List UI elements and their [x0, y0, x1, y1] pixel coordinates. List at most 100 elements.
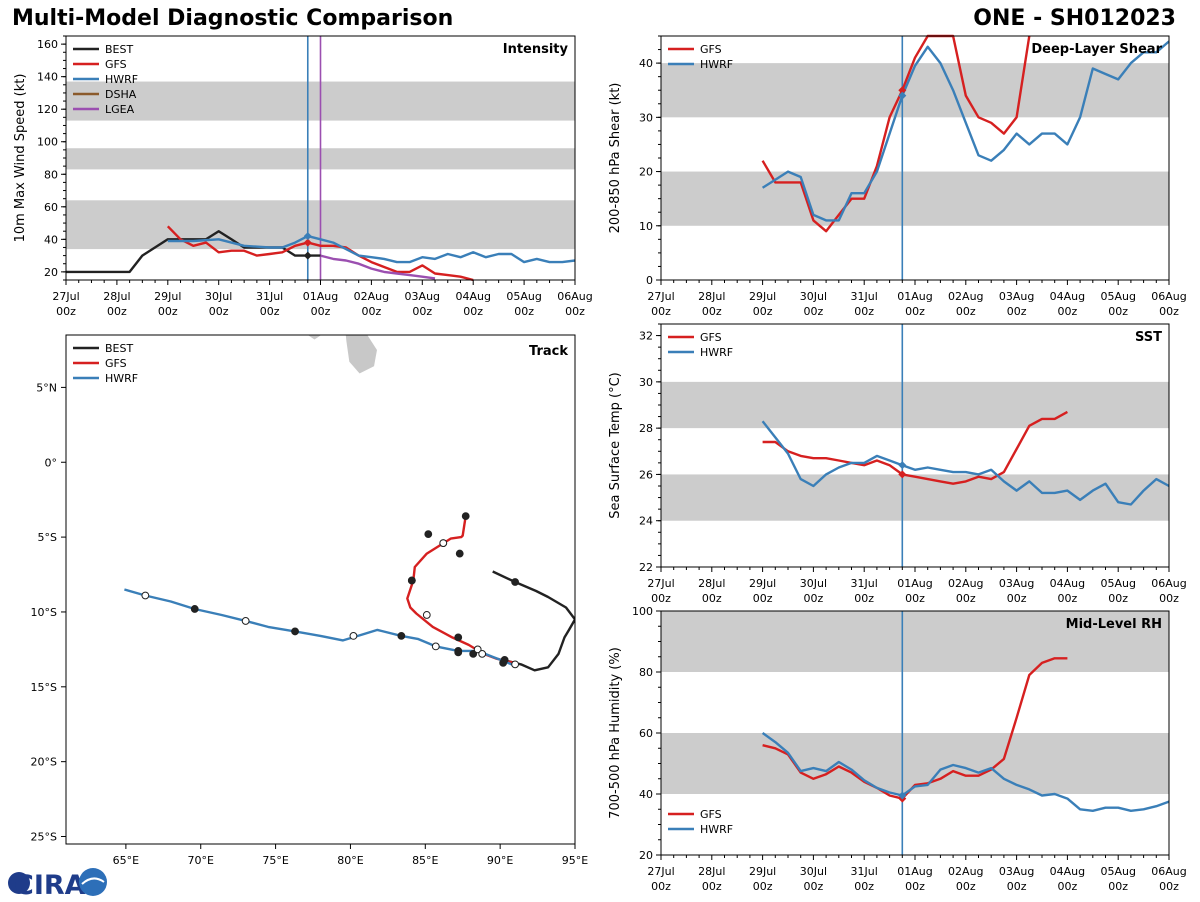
x-tick-label-date: 27Jul [647, 865, 674, 878]
init-marker [898, 86, 907, 95]
x-tick-label: 70°E [188, 854, 214, 867]
x-tick-label-hour: 00z [753, 592, 773, 605]
plot-frame [65, 334, 576, 845]
x-tick-label-date: 03Aug [999, 290, 1034, 303]
x-tick-label-hour: 00z [1108, 305, 1128, 318]
y-tick-label: 0 [646, 274, 653, 287]
land-sri-lanka [345, 335, 378, 375]
x-tick-label-hour: 00z [905, 592, 925, 605]
x-tick-label-hour: 00z [1007, 880, 1027, 893]
x-tick-label-hour: 00z [1108, 880, 1128, 893]
x-tick-label-hour: 00z [956, 305, 976, 318]
x-tick-label-date: 04Aug [1050, 577, 1085, 590]
legend-label: GFS [105, 58, 127, 71]
x-tick-label-hour: 00z [1108, 592, 1128, 605]
x-tick-label-hour: 00z [651, 880, 671, 893]
y-tick-label: 28 [639, 422, 653, 435]
x-tick-label-hour: 00z [362, 305, 382, 318]
track-point [291, 627, 299, 636]
x-tick-label-hour: 00z [1058, 880, 1078, 893]
satellite-icon [79, 868, 107, 896]
x-tick-label-date: 01Aug [897, 865, 932, 878]
x-tick-label-date: 04Aug [455, 290, 490, 303]
x-tick-label-hour: 00z [107, 305, 127, 318]
init-marker [303, 251, 312, 260]
x-tick-label: 85°E [412, 854, 438, 867]
x-tick-label: 75°E [262, 854, 288, 867]
track-point [454, 633, 463, 642]
cira-logo: CIRA [4, 866, 108, 902]
legend-label: GFS [700, 43, 722, 56]
figure-title: Multi-Model Diagnostic Comparison [12, 6, 454, 31]
x-tick-label-hour: 00z [651, 305, 671, 318]
y-tick-label: 60 [639, 727, 653, 740]
y-axis-label: 10m Max Wind Speed (kt) [13, 74, 28, 243]
y-axis-label: 200-850 hPa Shear (kt) [608, 83, 623, 234]
x-tick-label-hour: 00z [905, 880, 925, 893]
y-tick-label: 140 [37, 71, 58, 84]
shaded-band [661, 474, 1169, 521]
y-tick-label: 22 [639, 561, 653, 574]
x-tick-label-date: 31Jul [256, 290, 283, 303]
x-tick-label-hour: 00z [702, 880, 722, 893]
y-tick-label: 30 [639, 376, 653, 389]
legend-label: GFS [700, 808, 722, 821]
y-tick-label: 5°S [38, 531, 57, 544]
y-tick-label: 40 [639, 788, 653, 801]
y-tick-label: 0° [45, 456, 58, 469]
x-tick-label-date: 05Aug [1100, 290, 1135, 303]
init-marker [303, 232, 312, 241]
x-tick-label-date: 02Aug [948, 865, 983, 878]
x-tick-label-date: 29Jul [749, 865, 776, 878]
x-tick-label-hour: 00z [753, 880, 773, 893]
x-tick-label-date: 06Aug [557, 290, 592, 303]
x-tick-label-hour: 00z [56, 305, 76, 318]
y-tick-label: 10°S [31, 606, 57, 619]
x-tick-label-date: 05Aug [1100, 577, 1135, 590]
track-point [349, 632, 358, 640]
legend-label: HWRF [105, 372, 138, 385]
x-tick-label-date: 28Jul [698, 577, 725, 590]
x-tick-label-date: 31Jul [851, 865, 878, 878]
y-tick-label: 120 [37, 103, 58, 116]
x-tick-label-date: 01Aug [303, 290, 338, 303]
track-point [439, 539, 448, 547]
y-tick-label: 5°N [36, 381, 57, 394]
x-tick-label-hour: 00z [651, 592, 671, 605]
x-tick-label-date: 27Jul [647, 577, 674, 590]
track-point [431, 642, 440, 651]
x-tick-label-hour: 00z [905, 305, 925, 318]
x-tick-label-date: 01Aug [897, 290, 932, 303]
x-tick-label-date: 03Aug [999, 865, 1034, 878]
y-tick-label: 10 [639, 220, 653, 233]
x-tick-label-hour: 00z [1058, 592, 1078, 605]
y-tick-label: 24 [639, 515, 653, 528]
y-tick-label: 60 [44, 201, 58, 214]
x-tick-label-hour: 00z [1007, 305, 1027, 318]
track-point [500, 655, 509, 664]
x-tick-label-date: 04Aug [1050, 290, 1085, 303]
series-line-gfs [762, 657, 1068, 800]
x-tick-label-hour: 00z [158, 305, 178, 318]
track-point [454, 646, 463, 655]
init-marker [898, 470, 907, 479]
panel-title: Track [529, 344, 568, 359]
shaded-band [661, 611, 1169, 672]
legend-label: LGEA [105, 103, 135, 116]
y-tick-label: 32 [639, 330, 653, 343]
track-line-best [492, 570, 575, 672]
legend-label: HWRF [105, 73, 138, 86]
x-tick-label-date: 30Jul [800, 865, 827, 878]
x-tick-label-date: 28Jul [698, 290, 725, 303]
y-tick-label: 15°S [31, 681, 57, 694]
legend-label: BEST [105, 342, 133, 355]
x-tick-label-date: 30Jul [800, 577, 827, 590]
x-tick-label-hour: 00z [565, 305, 585, 318]
y-tick-label: 25°S [31, 831, 57, 844]
series-line-gfs [166, 225, 474, 282]
plot-frame [660, 323, 1170, 568]
panel-title: SST [1135, 330, 1162, 345]
track-point [397, 632, 406, 640]
y-tick-label: 80 [639, 666, 653, 679]
x-tick-label-hour: 00z [804, 305, 824, 318]
